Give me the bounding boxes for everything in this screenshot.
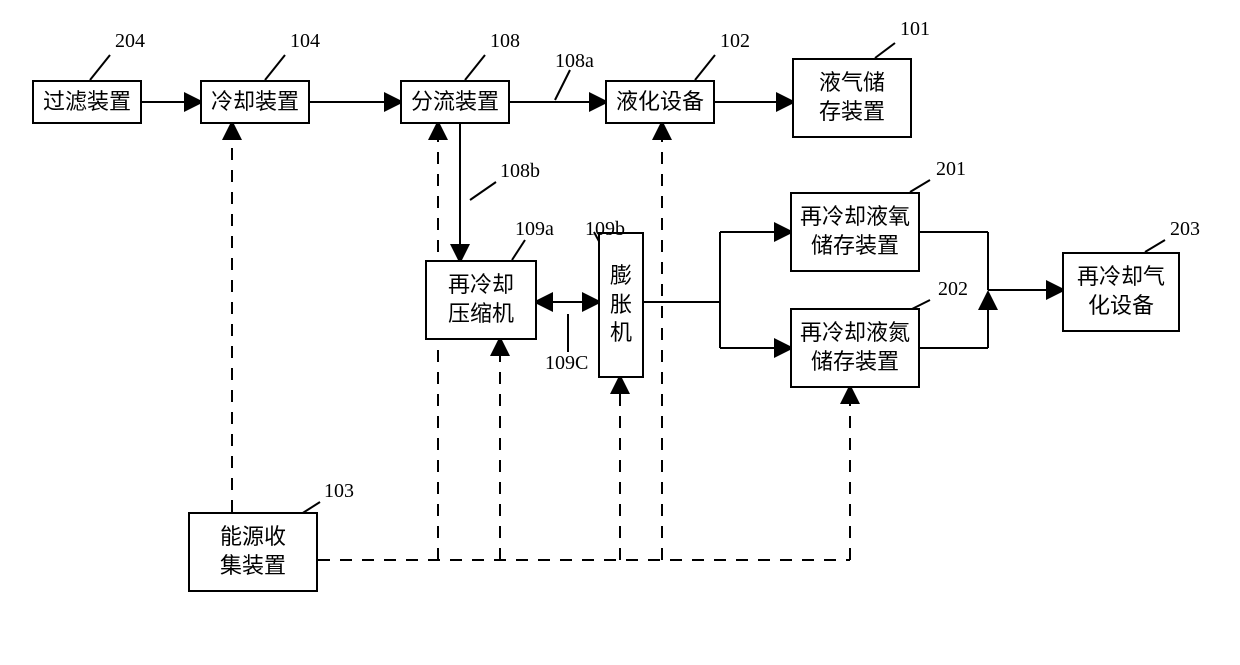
node-label: 液气储存装置 bbox=[819, 69, 885, 126]
ref-label-108: 108 bbox=[490, 30, 520, 53]
node-label: 过滤装置 bbox=[43, 88, 131, 117]
ref-label-102: 102 bbox=[720, 30, 750, 53]
ref-label-109C: 109C bbox=[545, 352, 588, 375]
node-label: 膨胀机 bbox=[610, 262, 632, 348]
leader-line bbox=[265, 55, 285, 80]
node-recomp: 再冷却压缩机 bbox=[425, 260, 537, 340]
leader-line bbox=[465, 55, 485, 80]
ref-label-109b: 109b bbox=[585, 218, 625, 241]
node-liqstore: 液气储存装置 bbox=[792, 58, 912, 138]
leader-line bbox=[90, 55, 110, 80]
node-label: 再冷却液氮储存装置 bbox=[800, 319, 910, 376]
ref-label-108b: 108b bbox=[500, 160, 540, 183]
ref-label-103: 103 bbox=[324, 480, 354, 503]
node-label: 液化设备 bbox=[616, 88, 704, 117]
node-filter: 过滤装置 bbox=[32, 80, 142, 124]
leader-line bbox=[1145, 240, 1165, 252]
ref-label-104: 104 bbox=[290, 30, 320, 53]
ref-label-204: 204 bbox=[115, 30, 145, 53]
leader-line bbox=[695, 55, 715, 80]
ref-label-101: 101 bbox=[900, 18, 930, 41]
ref-label-109a: 109a bbox=[515, 218, 554, 241]
node-expander: 膨胀机 bbox=[598, 232, 644, 378]
ref-label-108a: 108a bbox=[555, 50, 594, 73]
leader-line bbox=[910, 180, 930, 192]
ref-label-201: 201 bbox=[936, 158, 966, 181]
leader-line bbox=[470, 182, 496, 200]
node-label: 分流装置 bbox=[411, 88, 499, 117]
node-label: 再冷却液氧储存装置 bbox=[800, 203, 910, 260]
node-regasify: 再冷却气化设备 bbox=[1062, 252, 1180, 332]
node-recoolN2: 再冷却液氮储存装置 bbox=[790, 308, 920, 388]
leader-line bbox=[512, 240, 525, 260]
node-liquefy: 液化设备 bbox=[605, 80, 715, 124]
leader-line bbox=[555, 70, 570, 100]
leader-line bbox=[875, 43, 895, 58]
node-label: 冷却装置 bbox=[211, 88, 299, 117]
ref-label-202: 202 bbox=[938, 278, 968, 301]
ref-label-203: 203 bbox=[1170, 218, 1200, 241]
node-energy: 能源收集装置 bbox=[188, 512, 318, 592]
node-label: 再冷却压缩机 bbox=[448, 271, 514, 328]
node-cool: 冷却装置 bbox=[200, 80, 310, 124]
node-recoolO2: 再冷却液氧储存装置 bbox=[790, 192, 920, 272]
node-label: 能源收集装置 bbox=[220, 523, 286, 580]
node-label: 再冷却气化设备 bbox=[1077, 263, 1165, 320]
node-split: 分流装置 bbox=[400, 80, 510, 124]
